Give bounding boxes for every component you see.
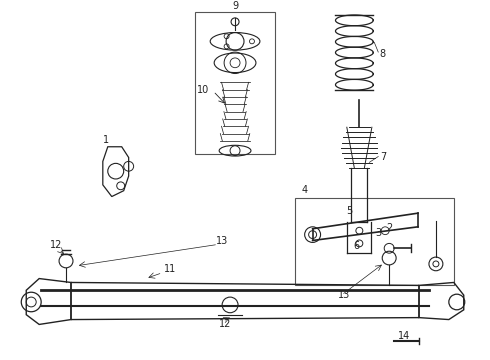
Text: 7: 7 xyxy=(380,152,386,162)
Bar xyxy=(196,12,275,154)
Text: 5: 5 xyxy=(346,206,352,216)
Text: 12: 12 xyxy=(219,319,231,329)
Text: 3: 3 xyxy=(375,228,381,238)
Text: 13: 13 xyxy=(216,237,228,247)
Text: 13: 13 xyxy=(338,290,350,300)
Text: 2: 2 xyxy=(386,223,392,233)
Text: 4: 4 xyxy=(302,185,308,195)
Text: 6: 6 xyxy=(353,241,360,251)
Text: 12: 12 xyxy=(50,240,62,250)
Text: 14: 14 xyxy=(398,331,410,341)
Text: 10: 10 xyxy=(197,85,209,95)
Text: 1: 1 xyxy=(103,135,109,145)
Text: 11: 11 xyxy=(164,264,176,274)
Text: 9: 9 xyxy=(232,1,238,11)
Text: 8: 8 xyxy=(379,49,385,59)
Bar xyxy=(294,198,454,285)
